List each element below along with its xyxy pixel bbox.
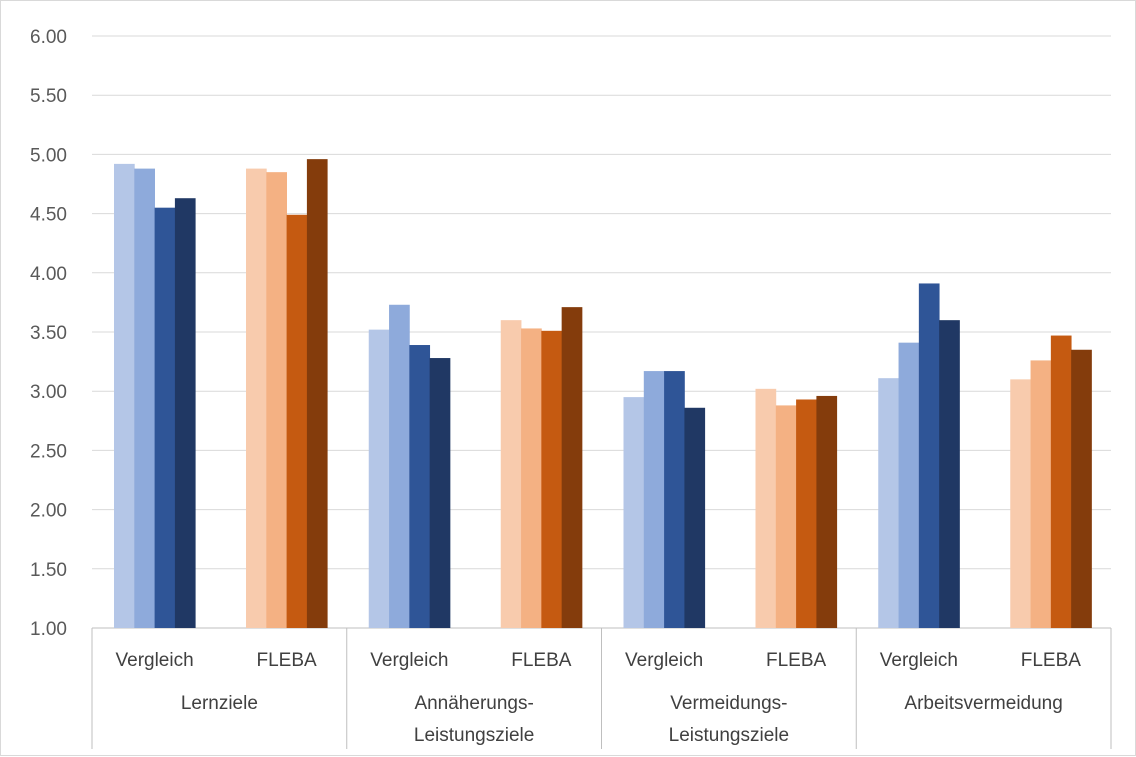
- group-label: Arbeitsvermeidung: [904, 693, 1062, 714]
- y-tick-label: 3.50: [30, 323, 67, 344]
- bar: [878, 378, 899, 628]
- bar: [755, 388, 777, 628]
- y-tick-label: 5.00: [30, 145, 67, 166]
- subcategory-label: Vergleich: [370, 650, 448, 671]
- subcategory-label: Vergleich: [116, 650, 194, 671]
- y-tick-label: 6.00: [30, 27, 67, 48]
- bar: [1030, 360, 1052, 628]
- bar: [500, 320, 522, 628]
- bar: [643, 371, 665, 628]
- group-label: Lernziele: [181, 693, 258, 714]
- subcategory-label: FLEBA: [1021, 650, 1082, 671]
- bar: [684, 407, 706, 628]
- bar: [541, 330, 563, 628]
- bar: [816, 395, 838, 628]
- bar: [114, 163, 135, 628]
- subcategory-label: Vergleich: [625, 650, 703, 671]
- subcategory-label: FLEBA: [766, 650, 827, 671]
- bar: [246, 168, 267, 628]
- subcategory-label: FLEBA: [511, 650, 572, 671]
- subcategory-label: Vergleich: [880, 650, 958, 671]
- y-tick-label: 1.00: [30, 619, 67, 640]
- bar: [623, 397, 645, 628]
- bar: [266, 172, 287, 628]
- y-tick-label: 4.00: [30, 264, 67, 285]
- bar: [389, 304, 410, 628]
- bar: [429, 358, 451, 628]
- y-tick-label: 4.50: [30, 205, 67, 226]
- bar: [939, 320, 960, 628]
- bar: [561, 307, 583, 628]
- y-tick-label: 2.50: [30, 441, 67, 462]
- bar: [134, 168, 155, 628]
- bar: [796, 399, 817, 628]
- group-label: Vermeidungs-Leistungsziele: [669, 693, 789, 746]
- bar: [286, 214, 308, 628]
- group-label: Annäherungs-Leistungsziele: [414, 693, 534, 746]
- bar: [918, 283, 940, 628]
- y-tick-label: 1.50: [30, 560, 67, 581]
- bar: [664, 371, 685, 628]
- bar: [898, 342, 920, 628]
- bar: [775, 405, 797, 628]
- bar: [1071, 349, 1092, 628]
- bar: [1050, 335, 1072, 628]
- bar: [306, 159, 328, 629]
- bar: [154, 207, 176, 628]
- y-tick-label: 2.00: [30, 501, 67, 522]
- bar: [368, 329, 390, 628]
- bar: [521, 328, 542, 628]
- y-tick-label: 3.00: [30, 382, 67, 403]
- bar: [1010, 379, 1031, 628]
- y-tick-label: 5.50: [30, 86, 67, 107]
- bar: [409, 345, 431, 628]
- subcategory-label: FLEBA: [256, 650, 317, 671]
- bar: [174, 198, 196, 628]
